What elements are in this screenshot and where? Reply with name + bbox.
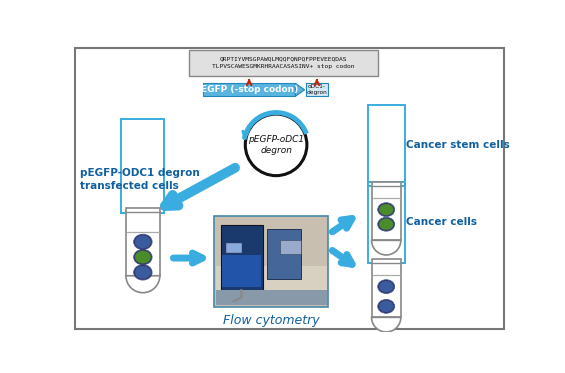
Text: Flow cytometry: Flow cytometry xyxy=(223,314,320,327)
Wedge shape xyxy=(126,276,160,293)
Bar xyxy=(216,266,327,305)
Ellipse shape xyxy=(379,218,394,231)
Polygon shape xyxy=(295,83,305,96)
Text: Cancer stem cells: Cancer stem cells xyxy=(406,140,510,150)
Bar xyxy=(221,225,263,290)
Bar xyxy=(121,119,164,213)
Bar xyxy=(203,83,295,96)
Bar xyxy=(306,83,328,96)
Text: pEGFP-ODC1 degron
transfected cells: pEGFP-ODC1 degron transfected cells xyxy=(80,168,199,191)
Bar xyxy=(215,216,328,307)
Bar xyxy=(368,182,405,263)
Wedge shape xyxy=(372,317,401,332)
Ellipse shape xyxy=(379,280,394,293)
Ellipse shape xyxy=(134,235,151,249)
FancyBboxPatch shape xyxy=(189,50,378,76)
Bar xyxy=(126,208,160,276)
Text: QRPTIYVMSGPAWQLMQQFQNPQFPPEVEEQDAS
TLPVSCAWESGMKRHRAACASASINV+ stop codon: QRPTIYVMSGPAWQLMQQFQNPQFPPEVEEQDAS TLPVS… xyxy=(212,57,355,69)
Bar xyxy=(372,182,401,240)
Bar xyxy=(267,229,302,279)
Bar xyxy=(222,255,260,286)
Bar xyxy=(216,291,327,305)
Bar xyxy=(226,243,241,252)
Ellipse shape xyxy=(379,203,394,216)
Bar xyxy=(368,105,405,186)
Ellipse shape xyxy=(134,266,151,279)
Bar xyxy=(372,259,401,317)
Ellipse shape xyxy=(379,300,394,313)
Text: EGFP (-stop codon): EGFP (-stop codon) xyxy=(201,85,298,94)
Text: Cancer cells: Cancer cells xyxy=(406,217,477,227)
Wedge shape xyxy=(372,240,401,255)
Ellipse shape xyxy=(134,250,151,264)
Text: pEGFP-oDC1
degron: pEGFP-oDC1 degron xyxy=(248,135,304,154)
Bar xyxy=(280,240,302,254)
Text: oDC1-
degron: oDC1- degron xyxy=(307,84,327,95)
